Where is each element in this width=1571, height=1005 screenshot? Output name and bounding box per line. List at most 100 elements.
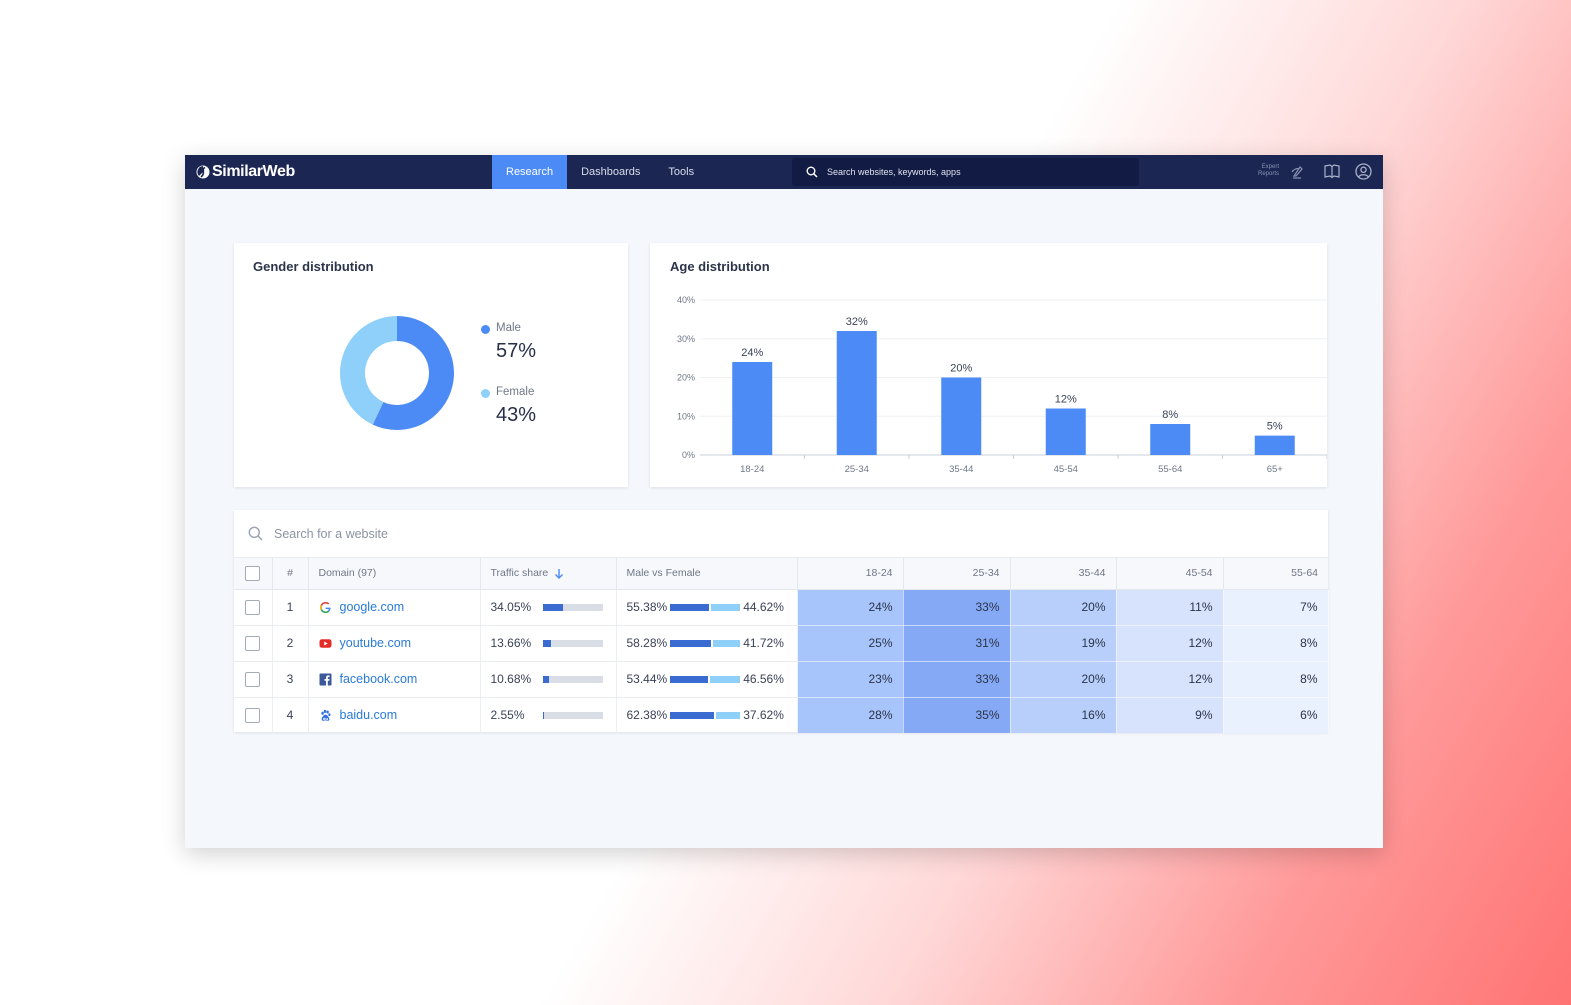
traffic-share-fill xyxy=(542,711,545,719)
female-label: Female xyxy=(496,386,535,398)
row-traffic-share: 2.55% xyxy=(480,697,617,733)
row-male-vs-female: 55.38% 44.62% xyxy=(616,589,798,626)
header-traffic-share-label: Traffic share xyxy=(490,567,549,580)
age-bar-chart: 0% 10% 20% 30% 40% 24% 18-24 32% 25-34 20% 35-44 12… xyxy=(677,295,1327,475)
table-row[interactable]: 3 facebook.com 10.68% 53.44% 46.56% 23% 33% 20%… xyxy=(234,661,1329,698)
male-share-value: 62.38% xyxy=(626,708,668,723)
donut-slice-male[interactable] xyxy=(372,316,454,430)
header-age-18-24[interactable]: 18-24 xyxy=(797,558,904,590)
bar-data-label: 32% xyxy=(846,316,868,328)
websites-table: # Domain (97) Traffic share Male vs Fema… xyxy=(234,558,1329,733)
domain-link[interactable]: youtube.com xyxy=(339,636,412,650)
expert-reports-icon[interactable] xyxy=(1290,164,1304,180)
expert-reports-label[interactable]: Expert Reports xyxy=(1258,164,1279,178)
nav-tools[interactable]: Tools xyxy=(668,166,695,178)
age-cell-18-24: 28% xyxy=(797,697,904,733)
header-age-35-44[interactable]: 35-44 xyxy=(1010,558,1117,590)
row-domain-cell: google.com xyxy=(308,589,481,626)
gender-split-bar xyxy=(670,711,741,719)
male-share-value: 55.38% xyxy=(626,600,668,614)
header-rank[interactable]: # xyxy=(272,558,309,590)
traffic-share-fill xyxy=(542,675,549,683)
domain-link[interactable]: google.com xyxy=(339,600,405,614)
age-cell-45-54: 12% xyxy=(1116,625,1224,662)
traffic-share-bar xyxy=(542,603,603,611)
user-account-icon[interactable] xyxy=(1355,163,1372,180)
row-traffic-share: 13.66% xyxy=(480,625,617,662)
global-search-input[interactable] xyxy=(827,167,1117,177)
header-age-45-54[interactable]: 45-54 xyxy=(1116,558,1224,590)
x-tick-label: 35-44 xyxy=(949,464,973,475)
header-traffic-share[interactable]: Traffic share xyxy=(480,558,617,590)
traffic-share-bar xyxy=(542,639,603,647)
donut-slice-female[interactable] xyxy=(340,316,397,425)
age-cell-18-24: 23% xyxy=(797,661,904,698)
male-value: 57% xyxy=(496,340,537,362)
row-checkbox[interactable] xyxy=(245,707,261,723)
male-share-fill xyxy=(670,603,709,611)
bar-45-54[interactable] xyxy=(1045,408,1086,456)
app-window: SimilarWeb Research Dashboards Tools Exp… xyxy=(185,155,1383,848)
bar-25-34[interactable] xyxy=(836,331,877,455)
row-traffic-share: 34.05% xyxy=(480,589,617,626)
bar-18-24[interactable] xyxy=(732,362,773,455)
row-select-cell xyxy=(234,661,273,698)
gender-split-bar xyxy=(670,603,741,611)
row-checkbox[interactable] xyxy=(245,599,261,615)
table-row[interactable]: 2 youtube.com 13.66% 58.28% 41.72% 25% 31% 19% 1… xyxy=(234,625,1329,662)
row-checkbox[interactable] xyxy=(245,635,261,651)
row-checkbox[interactable] xyxy=(245,671,261,687)
male-share-value: 53.44% xyxy=(626,672,668,686)
female-share-fill xyxy=(712,639,741,647)
traffic-share-value: 10.68% xyxy=(490,672,532,686)
age-cell-25-34: 31% xyxy=(903,625,1011,662)
row-domain-cell: facebook.com xyxy=(308,661,481,698)
age-card-title: Age distribution xyxy=(670,259,770,274)
row-select-cell xyxy=(234,589,273,626)
nav-dashboards[interactable]: Dashboards xyxy=(581,166,641,178)
bar-55-64[interactable] xyxy=(1150,424,1191,455)
header-age-25-34[interactable]: 25-34 xyxy=(903,558,1011,590)
header-domain[interactable]: Domain (97) xyxy=(308,558,481,590)
row-male-vs-female: 62.38% 37.62% xyxy=(616,697,798,733)
header-age-55-64[interactable]: 55-64 xyxy=(1223,558,1328,590)
age-cell-35-44: 20% xyxy=(1010,589,1117,626)
male-share-fill xyxy=(670,711,714,719)
table-row[interactable]: 1 google.com 34.05% 55.38% 44.62% 24% 33% 20% 11… xyxy=(234,589,1329,626)
domain-link[interactable]: baidu.com xyxy=(339,708,398,723)
row-male-vs-female: 53.44% 46.56% xyxy=(616,661,798,698)
row-domain-cell: youtube.com xyxy=(308,625,481,662)
website-search-input[interactable] xyxy=(274,526,674,541)
nav-research[interactable]: Research xyxy=(492,155,568,189)
select-all-checkbox[interactable] xyxy=(245,565,261,581)
website-search-box[interactable] xyxy=(234,510,1328,558)
similarweb-logo[interactable]: SimilarWeb xyxy=(196,163,295,181)
top-navigation-bar: SimilarWeb Research Dashboards Tools Exp… xyxy=(185,155,1383,189)
bar-65+[interactable] xyxy=(1254,435,1295,455)
age-cell-25-34: 35% xyxy=(903,697,1011,733)
bar-data-label: 8% xyxy=(1162,409,1178,421)
table-row[interactable]: 4 du baidu.com 2.55% 62.38% 37.62% 28% 35% 16% 9%… xyxy=(234,697,1329,733)
sort-descending-icon[interactable] xyxy=(554,568,564,579)
book-icon[interactable] xyxy=(1324,164,1340,179)
female-share-value: 37.62% xyxy=(743,708,784,723)
header-male-vs-female[interactable]: Male vs Female xyxy=(616,558,798,590)
gender-split-bar xyxy=(670,639,741,647)
youtube-icon xyxy=(319,637,332,650)
age-cell-55-64: 8% xyxy=(1223,661,1329,698)
age-cell-25-34: 33% xyxy=(903,589,1011,626)
expert-label-line1: Expert xyxy=(1261,164,1280,170)
x-tick-label: 45-54 xyxy=(1054,464,1078,475)
baidu-icon: du xyxy=(319,709,332,722)
age-cell-35-44: 19% xyxy=(1010,625,1117,662)
age-cell-18-24: 24% xyxy=(797,589,904,626)
bar-35-44[interactable] xyxy=(941,377,982,456)
global-search-box[interactable] xyxy=(792,158,1139,186)
row-rank: 4 xyxy=(272,697,309,733)
y-tick-label: 20% xyxy=(677,373,695,383)
male-share-fill xyxy=(670,639,711,647)
x-tick-label: 25-34 xyxy=(845,464,869,475)
domain-link[interactable]: facebook.com xyxy=(339,672,418,686)
row-rank: 3 xyxy=(272,661,309,698)
age-cell-55-64: 7% xyxy=(1223,589,1329,626)
